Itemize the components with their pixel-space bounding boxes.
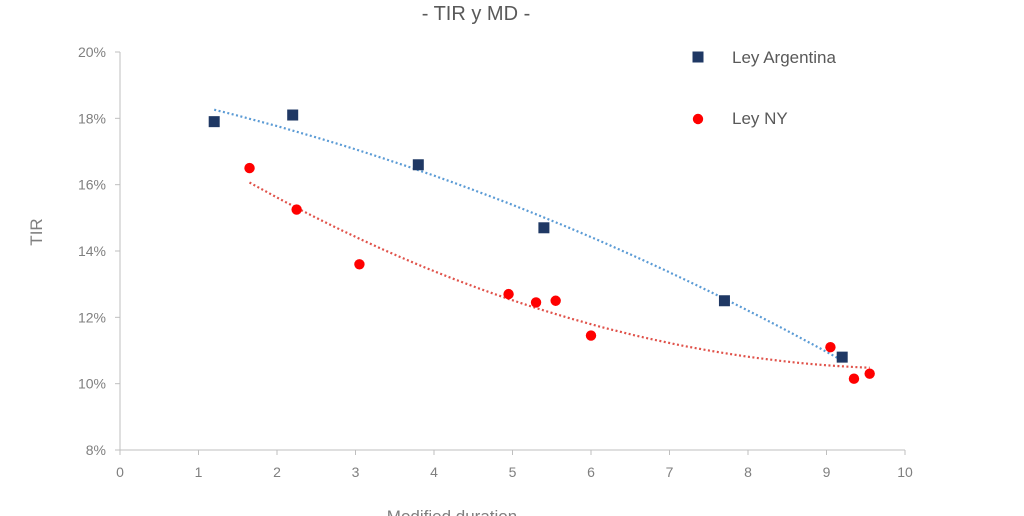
trendline-group (213, 108, 870, 369)
legend-label: Ley NY (732, 109, 788, 128)
y-axis-title: TIR (27, 218, 46, 245)
y-tick-label: 16% (78, 177, 106, 193)
trendline (213, 108, 843, 362)
data-point-circle (825, 341, 836, 353)
data-point-circle (864, 368, 875, 379)
data-point-square (208, 116, 220, 128)
y-tick-label: 10% (78, 376, 106, 392)
trendline (248, 181, 870, 369)
data-point-circle (848, 373, 860, 384)
x-tick-label: 5 (509, 464, 517, 480)
legend-marker (692, 51, 704, 63)
x-tick-label: 2 (273, 464, 281, 480)
legend: Ley Argentina Ley NY (692, 48, 837, 128)
data-point-square (287, 109, 299, 121)
data-point-circle (550, 295, 561, 306)
data-point-circle (244, 162, 255, 174)
y-tick-label: 8% (86, 442, 106, 458)
x-tick-label: 1 (195, 464, 203, 480)
data-point-circle (291, 204, 302, 215)
legend-label: Ley Argentina (732, 48, 837, 67)
y-tick-label: 14% (78, 243, 106, 259)
data-point-circle (354, 259, 365, 270)
x-tick-label: 8 (744, 464, 752, 480)
data-point-square (836, 351, 848, 363)
x-tick-label: 9 (823, 464, 831, 480)
data-point-circle (530, 297, 542, 308)
x-tick-label: 4 (430, 464, 438, 480)
x-tick-label: 6 (587, 464, 595, 480)
data-point-circle (585, 330, 597, 341)
x-axis-title: Modified duration (387, 507, 517, 516)
y-tick-label: 12% (78, 309, 106, 325)
y-tick-label: 20% (78, 44, 106, 60)
legend-marker (692, 113, 704, 125)
data-point-circle (503, 288, 514, 300)
data-point-square (538, 222, 550, 234)
x-tick-label: 0 (116, 464, 124, 480)
data-point-group (208, 109, 875, 384)
x-tick-label: 7 (666, 464, 674, 480)
x-tick-label: 3 (352, 464, 360, 480)
data-point-square (412, 159, 424, 171)
y-tick-label: 18% (78, 110, 106, 126)
data-point-square (718, 295, 730, 307)
chart-title: - TIR y MD - (422, 3, 531, 25)
x-tick-label: 10 (897, 464, 913, 480)
tick-group: 0 1 2 3 4 5 6 7 8 9 10 8% 10% 12% 14% 16% 18% 20% (78, 44, 913, 480)
